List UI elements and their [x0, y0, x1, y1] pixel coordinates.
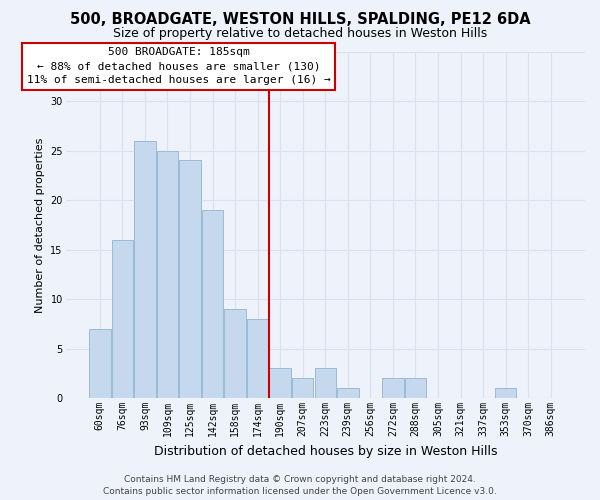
Bar [224, 309, 246, 398]
Bar [134, 140, 155, 398]
Bar [202, 210, 223, 398]
Bar [337, 388, 359, 398]
Bar [314, 368, 336, 398]
Bar [157, 150, 178, 398]
Text: Size of property relative to detached houses in Weston Hills: Size of property relative to detached ho… [113, 28, 487, 40]
Bar [247, 319, 268, 398]
Bar [382, 378, 404, 398]
Bar [179, 160, 201, 398]
Text: 500 BROADGATE: 185sqm
← 88% of detached houses are smaller (130)
11% of semi-det: 500 BROADGATE: 185sqm ← 88% of detached … [27, 48, 331, 86]
Bar [112, 240, 133, 398]
Bar [405, 378, 426, 398]
Text: Contains HM Land Registry data © Crown copyright and database right 2024.
Contai: Contains HM Land Registry data © Crown c… [103, 475, 497, 496]
Y-axis label: Number of detached properties: Number of detached properties [35, 137, 44, 312]
X-axis label: Distribution of detached houses by size in Weston Hills: Distribution of detached houses by size … [154, 444, 497, 458]
Bar [495, 388, 517, 398]
Bar [292, 378, 313, 398]
Bar [269, 368, 291, 398]
Text: 500, BROADGATE, WESTON HILLS, SPALDING, PE12 6DA: 500, BROADGATE, WESTON HILLS, SPALDING, … [70, 12, 530, 28]
Bar [89, 329, 110, 398]
